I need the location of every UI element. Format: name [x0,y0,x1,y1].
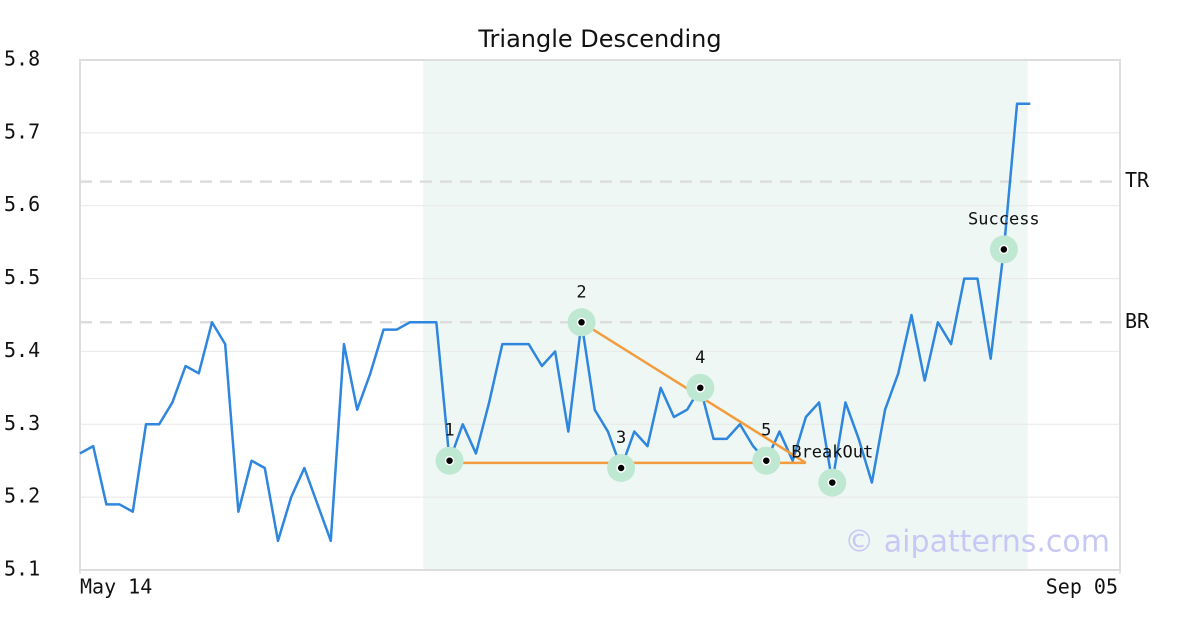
x-tick-label: May 14 [80,575,152,599]
pattern-point [444,455,455,466]
pattern-point [761,455,772,466]
pattern-region [423,60,1028,570]
pattern-label: Success [968,209,1040,229]
reference-label: BR [1125,309,1150,333]
watermark: © aipatterns.com [844,525,1110,560]
pattern-point [827,477,838,488]
y-tick-label: 5.3 [4,411,40,435]
pattern-label: 5 [761,421,771,441]
y-tick-label: 5.2 [4,484,40,508]
y-tick-label: 5.4 [4,338,40,362]
y-tick-label: 5.1 [4,557,40,581]
pattern-point [576,317,587,328]
chart-title: Triangle Descending [477,25,721,53]
y-tick-label: 5.7 [4,119,40,143]
pattern-label: 1 [444,421,454,441]
pattern-point [999,244,1009,255]
pattern-label: 2 [576,282,586,302]
pattern-point [616,463,626,473]
price-line [79,102,1031,543]
plot-frame [79,59,1121,571]
pattern-label: 4 [695,348,705,368]
y-tick-label: 5.5 [4,265,40,289]
pattern-point [695,383,706,393]
reference-label: TR [1125,168,1150,192]
y-tick-label: 5.8 [4,47,40,71]
y-tick-label: 5.6 [4,192,40,216]
pattern-label: BreakOut [791,443,873,463]
x-tick-label: Sep 05 [1046,575,1118,599]
pattern-label: 3 [616,428,626,448]
